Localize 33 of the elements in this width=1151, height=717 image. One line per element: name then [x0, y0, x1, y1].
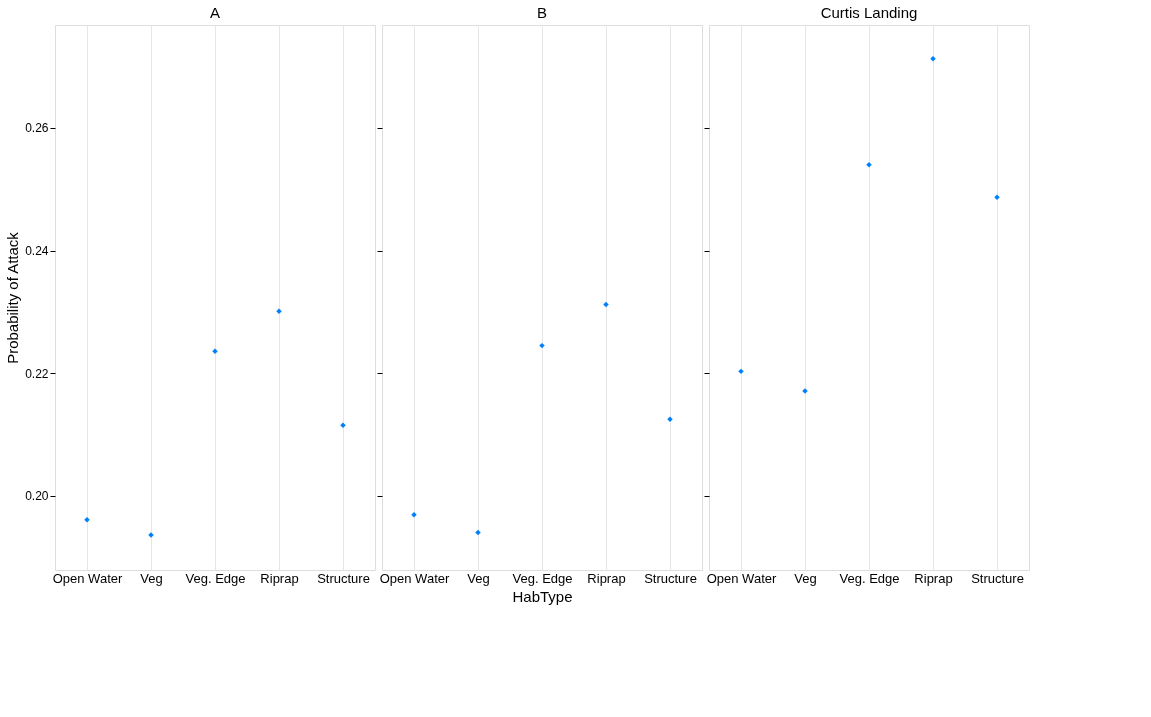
y-tick-label: 0.26	[25, 121, 49, 136]
y-axis-title: Probability of Attack	[4, 231, 22, 364]
x-tick-label: Veg. Edge	[512, 570, 573, 586]
x-tick-label: Structure	[971, 570, 1024, 586]
x-tick-label: Veg	[467, 570, 490, 586]
x-tick-label: Veg. Edge	[185, 570, 246, 586]
x-tick-label: Riprap	[914, 570, 953, 586]
point	[276, 308, 282, 315]
x-tick-label: Veg	[794, 570, 817, 586]
x-tick-label: Riprap	[260, 570, 299, 586]
x-tick-label: Structure	[317, 570, 370, 586]
point	[738, 368, 744, 375]
point	[340, 422, 346, 429]
x-tick-label: Open Water	[52, 570, 123, 586]
y-tick-label: 0.22	[25, 366, 49, 381]
point	[475, 529, 481, 536]
x-tick-label: Open Water	[706, 570, 777, 586]
x-tick-label: Veg. Edge	[839, 570, 900, 586]
y-tick-label: 0.24	[25, 244, 49, 259]
chart-title: B	[536, 4, 548, 21]
point	[930, 55, 936, 62]
x-tick-label: Riprap	[587, 570, 626, 586]
x-axis-title: HabType	[512, 587, 573, 605]
x-tick-label: Veg	[140, 570, 163, 586]
y-tick-label: 0.20	[25, 489, 49, 504]
point	[603, 301, 609, 308]
point	[539, 342, 545, 349]
point	[84, 516, 90, 523]
chart-title: A	[209, 4, 221, 21]
x-tick-label: Structure	[644, 570, 697, 586]
point	[994, 194, 1000, 201]
x-tick-label: Open Water	[379, 570, 450, 586]
chart-title: Curtis Landing	[820, 4, 918, 21]
